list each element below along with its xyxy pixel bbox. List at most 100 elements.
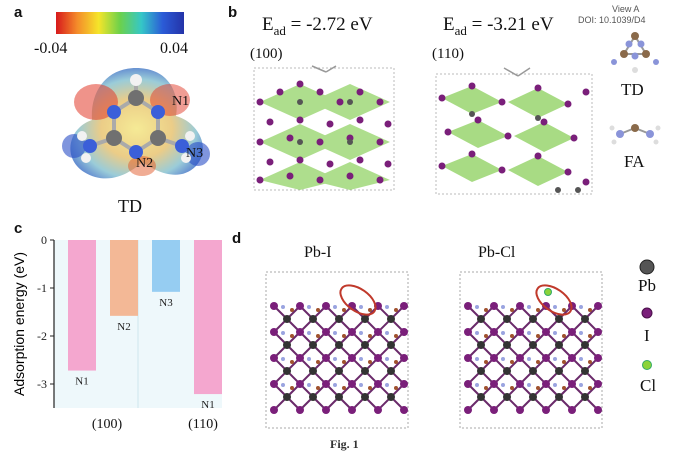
iodide-atom (374, 354, 382, 362)
lead-atom (477, 367, 485, 375)
lead-atom (283, 367, 291, 375)
lead-atom (309, 341, 317, 349)
fa-carbon (316, 308, 320, 312)
fa-carbon (562, 360, 566, 364)
lead-atom (335, 393, 343, 401)
fa-carbon (290, 334, 294, 338)
iodide-atom (568, 380, 576, 388)
facet-110-label: (110) (432, 46, 464, 62)
iodide-atom (322, 328, 330, 336)
fa-nitrogen (579, 331, 583, 335)
legend-fa-label: FA (624, 152, 645, 171)
iodide-atom (270, 354, 278, 362)
fa-nitrogen (333, 383, 337, 387)
colorbar-max-label: 0.04 (160, 40, 188, 57)
eads-label-100: Ead = -2.72 eV (262, 14, 373, 38)
highlight-ring-pb-cl (535, 284, 573, 316)
legend-i-label: I (644, 326, 650, 345)
iodide-atom (296, 328, 304, 336)
fa-carbon (484, 360, 488, 364)
iodide-atom (490, 380, 498, 388)
fa-nitrogen (359, 331, 363, 335)
eads-label-110: Ead = -3.21 eV (443, 14, 554, 38)
iodide-atom (542, 302, 550, 310)
iodide-atom (296, 380, 304, 388)
iodide-atom (464, 328, 472, 336)
fa-nitrogen (281, 331, 285, 335)
lead-atom (477, 341, 485, 349)
iodide-atom (594, 302, 602, 310)
iodide-atom (374, 406, 382, 414)
bar-n1-3 (194, 240, 222, 395)
legend-cl-label: Cl (640, 376, 657, 395)
atom-label-n3: N3 (186, 146, 204, 161)
lead-atom (529, 393, 537, 401)
lead-atom (309, 393, 317, 401)
iodide-atom (348, 406, 356, 414)
fa-nitrogen (359, 383, 363, 387)
iodide-atom (490, 354, 498, 362)
highlight-ring-pb-i (339, 284, 377, 316)
iodide-atom (594, 380, 602, 388)
cl-atom-marker (544, 288, 552, 296)
lead-atom (477, 315, 485, 323)
fa-carbon (536, 386, 540, 390)
view-article-label[interactable]: View A (612, 4, 640, 14)
fa-carbon (510, 386, 514, 390)
doi-text[interactable]: DOI: 10.1039/D4 (578, 15, 646, 25)
iodide-atom (594, 328, 602, 336)
iodide-atom (490, 302, 498, 310)
pb-cl-lattice-image (459, 271, 603, 429)
pb-atom-icon (639, 259, 655, 275)
panel-b-label: b (228, 4, 238, 21)
iodide-atom (490, 328, 498, 336)
iodide-atom (542, 406, 550, 414)
fa-carbon (342, 386, 346, 390)
fa-carbon (484, 308, 488, 312)
fa-nitrogen (281, 383, 285, 387)
fa-carbon (342, 308, 346, 312)
iodide-atom (490, 406, 498, 414)
y-tick-label-1: -1 (37, 281, 47, 295)
fa-carbon (290, 360, 294, 364)
iodide-atom (594, 406, 602, 414)
iodide-atom (516, 406, 524, 414)
iodide-atom (568, 354, 576, 362)
fa-nitrogen (385, 305, 389, 309)
fa-carbon (290, 386, 294, 390)
lead-atom (529, 367, 537, 375)
atom-label-n2: N2 (136, 156, 154, 171)
lead-atom (529, 341, 537, 349)
fa-nitrogen (475, 383, 479, 387)
iodide-atom (322, 380, 330, 388)
fa-nitrogen (501, 305, 505, 309)
fa-carbon (290, 308, 294, 312)
lead-atom (581, 367, 589, 375)
iodide-atom (322, 354, 330, 362)
fa-nitrogen (553, 383, 557, 387)
fa-carbon (368, 360, 372, 364)
fa-nitrogen (527, 383, 531, 387)
fa-legend-molecule-icon (609, 124, 661, 145)
iodide-atom (374, 380, 382, 388)
lead-atom (335, 367, 343, 375)
fa-carbon (588, 308, 592, 312)
fa-nitrogen (527, 357, 531, 361)
panel-a-label: a (14, 4, 23, 21)
lead-atom (477, 393, 485, 401)
iodide-atom (374, 328, 382, 336)
bar-label-3: N1 (201, 399, 214, 411)
fa-nitrogen (501, 383, 505, 387)
fa-nitrogen (307, 305, 311, 309)
fa-carbon (562, 334, 566, 338)
lead-atom (283, 315, 291, 323)
fa-carbon (394, 360, 398, 364)
lead-atom (309, 367, 317, 375)
iodide-atom (322, 302, 330, 310)
i-atom-icon (641, 307, 653, 319)
lead-atom (555, 367, 563, 375)
iodide-atom (542, 328, 550, 336)
lead-atom (361, 315, 369, 323)
fa-carbon (484, 334, 488, 338)
iodide-atom (296, 302, 304, 310)
